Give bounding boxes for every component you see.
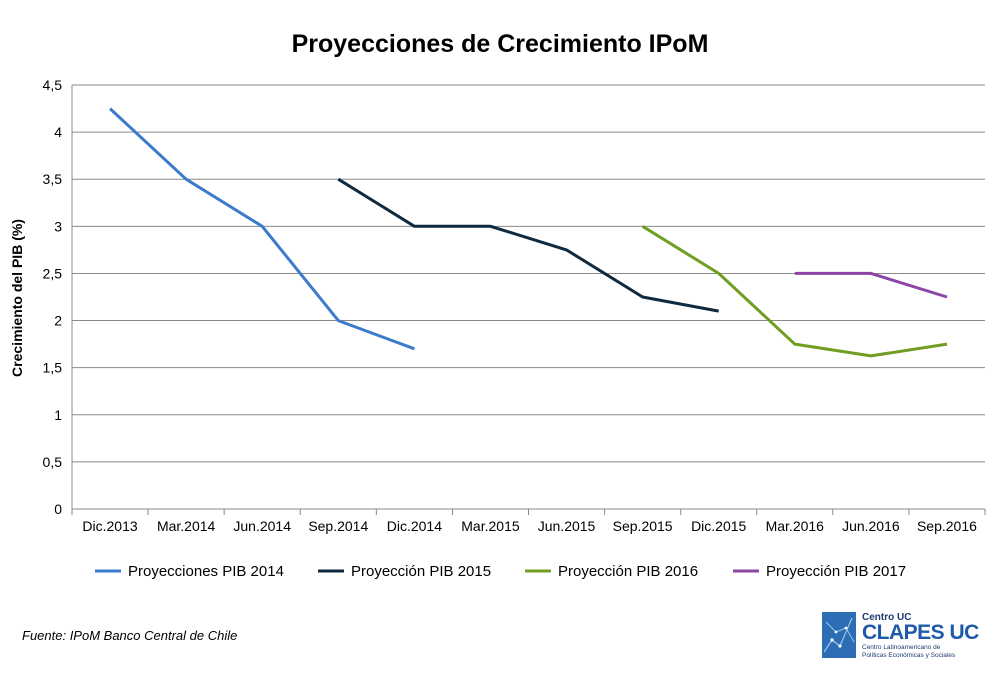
- x-tick-label: Dic.2013: [82, 518, 137, 534]
- y-tick-label: 2,5: [43, 265, 63, 281]
- y-tick-label: 4: [54, 124, 62, 140]
- legend: Proyecciones PIB 2014 Proyección PIB 2015…: [95, 563, 906, 580]
- legend-label-4: Proyección PIB 2017: [766, 563, 906, 580]
- x-tick-labels: Dic.2013 Mar.2014 Jun.2014 Sep.2014 Dic.2014…: [82, 518, 977, 534]
- logo-subtitle: Centro Latinoamericano de Políticas Econ…: [862, 644, 955, 659]
- y-tick-label: 1,5: [43, 360, 63, 376]
- x-tick-label: Sep.2015: [613, 518, 673, 534]
- x-tick-label: Mar.2015: [461, 518, 520, 534]
- x-tick-label: Sep.2014: [308, 518, 368, 534]
- y-tick-labels: 0 0,5 1 1,5 2 2,5 3 3,5 4 4,5: [43, 77, 63, 517]
- chart-title: Proyecciones de Crecimiento IPoM: [292, 30, 709, 58]
- logo-subtitle-line-2: Políticas Económicas y Sociales: [862, 651, 956, 659]
- logo-emblem: [822, 612, 856, 658]
- x-tick-label: Mar.2016: [766, 518, 825, 534]
- x-tick-label: Jun.2015: [538, 518, 596, 534]
- logo-main-text: CLAPES UC: [862, 621, 979, 644]
- source-note: Fuente: IPoM Banco Central de Chile: [22, 628, 238, 643]
- legend-label-1: Proyecciones PIB 2014: [128, 563, 284, 580]
- x-tick-label: Jun.2014: [233, 518, 291, 534]
- x-tick-label: Dic.2015: [691, 518, 746, 534]
- series-line-1: [108, 107, 415, 351]
- x-tick-label: Mar.2014: [157, 518, 216, 534]
- x-tick-label: Sep.2016: [917, 518, 977, 534]
- grid-lines: [72, 84, 985, 463]
- y-tick-label: 1: [54, 407, 62, 423]
- y-axis-label: Crecimiento del PIB (%): [9, 219, 25, 377]
- y-tick-label: 0,5: [43, 454, 63, 470]
- series-line-2: [337, 177, 719, 313]
- x-tick-label: Dic.2014: [387, 518, 442, 534]
- y-tick-label: 4,5: [43, 77, 63, 93]
- y-tick-label: 0: [54, 501, 62, 517]
- series-line-3: [641, 225, 948, 358]
- y-tick-label: 2: [54, 313, 62, 329]
- logo-kicker: Centro UC: [862, 612, 912, 623]
- y-tick-label: 3: [54, 218, 62, 234]
- x-tick-label: Jun.2016: [842, 518, 900, 534]
- series-lines: [108, 107, 948, 358]
- y-tick-label: 3,5: [43, 171, 63, 187]
- logo-subtitle-line-1: Centro Latinoamericano de: [862, 644, 941, 651]
- axes: [71, 85, 986, 515]
- legend-label-2: Proyección PIB 2015: [351, 563, 491, 580]
- legend-label-3: Proyección PIB 2016: [558, 563, 698, 580]
- clapes-logo: Centro UC CLAPES UC Centro Latinoamerica…: [822, 612, 982, 662]
- series-line-4: [794, 271, 948, 299]
